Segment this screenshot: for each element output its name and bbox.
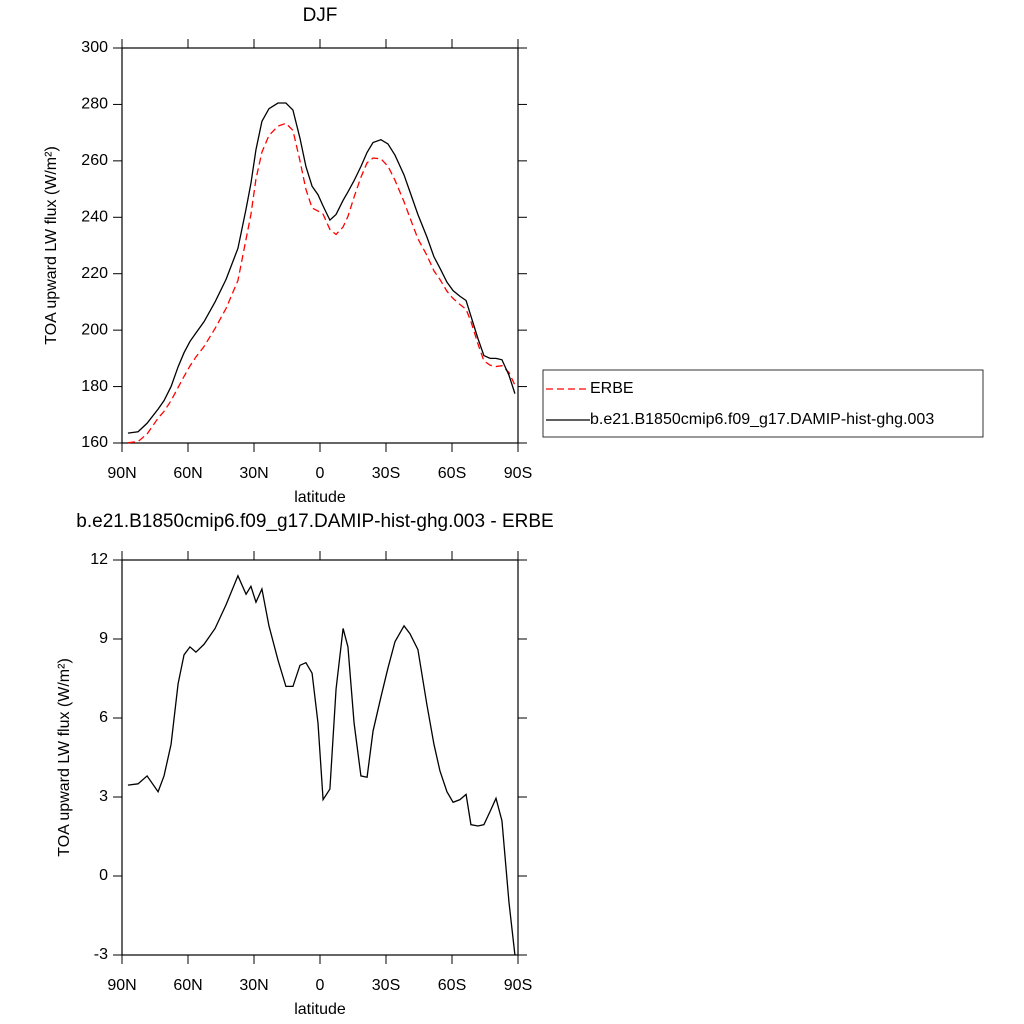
- y-axis-label: TOA upward LW flux (W/m²): [43, 146, 60, 345]
- y-tick-label: 6: [99, 709, 108, 726]
- y-tick-label: 12: [90, 551, 108, 568]
- x-tick-label: 30S: [372, 465, 400, 482]
- y-tick-label: -3: [94, 946, 108, 963]
- legend-box: [542, 369, 984, 438]
- x-tick-label: 60N: [173, 977, 202, 994]
- legend-label: ERBE: [590, 380, 634, 397]
- x-tick-label: 30S: [372, 977, 400, 994]
- y-tick-label: 200: [81, 321, 108, 338]
- x-axis-label: latitude: [294, 489, 346, 506]
- y-tick-label: 180: [81, 378, 108, 395]
- x-tick-label: 90N: [107, 977, 136, 994]
- y-tick-label: 3: [99, 788, 108, 805]
- x-axis-label: latitude: [294, 1001, 346, 1018]
- x-tick-label: 30N: [239, 977, 268, 994]
- y-tick-label: 280: [81, 96, 108, 113]
- y-tick-label: 0: [99, 867, 108, 884]
- y-tick-label: 240: [81, 209, 108, 226]
- x-tick-label: 90N: [107, 465, 136, 482]
- y-tick-label: 160: [81, 434, 108, 451]
- data-line: [127, 122, 516, 444]
- y-tick-label: 220: [81, 265, 108, 282]
- x-tick-label: 0: [316, 977, 325, 994]
- x-tick-label: 60S: [438, 465, 466, 482]
- x-tick-label: 90S: [504, 465, 532, 482]
- chart-title: b.e21.B1850cmip6.f09_g17.DAMIP-hist-ghg.…: [76, 511, 553, 532]
- y-axis-label: TOA upward LW flux (W/m²): [56, 658, 73, 857]
- x-tick-label: 0: [316, 465, 325, 482]
- chart-title: DJF: [303, 5, 338, 26]
- x-tick-label: 30N: [239, 465, 268, 482]
- x-tick-label: 60S: [438, 977, 466, 994]
- legend-label: b.e21.B1850cmip6.f09_g17.DAMIP-hist-ghg.…: [590, 411, 934, 428]
- x-tick-label: 60N: [173, 465, 202, 482]
- y-tick-label: 300: [81, 39, 108, 56]
- y-tick-label: 9: [99, 630, 108, 647]
- data-line: [127, 102, 516, 434]
- y-tick-label: 260: [81, 152, 108, 169]
- plot-frame: [121, 47, 519, 444]
- x-tick-label: 90S: [504, 977, 532, 994]
- data-line: [127, 574, 516, 956]
